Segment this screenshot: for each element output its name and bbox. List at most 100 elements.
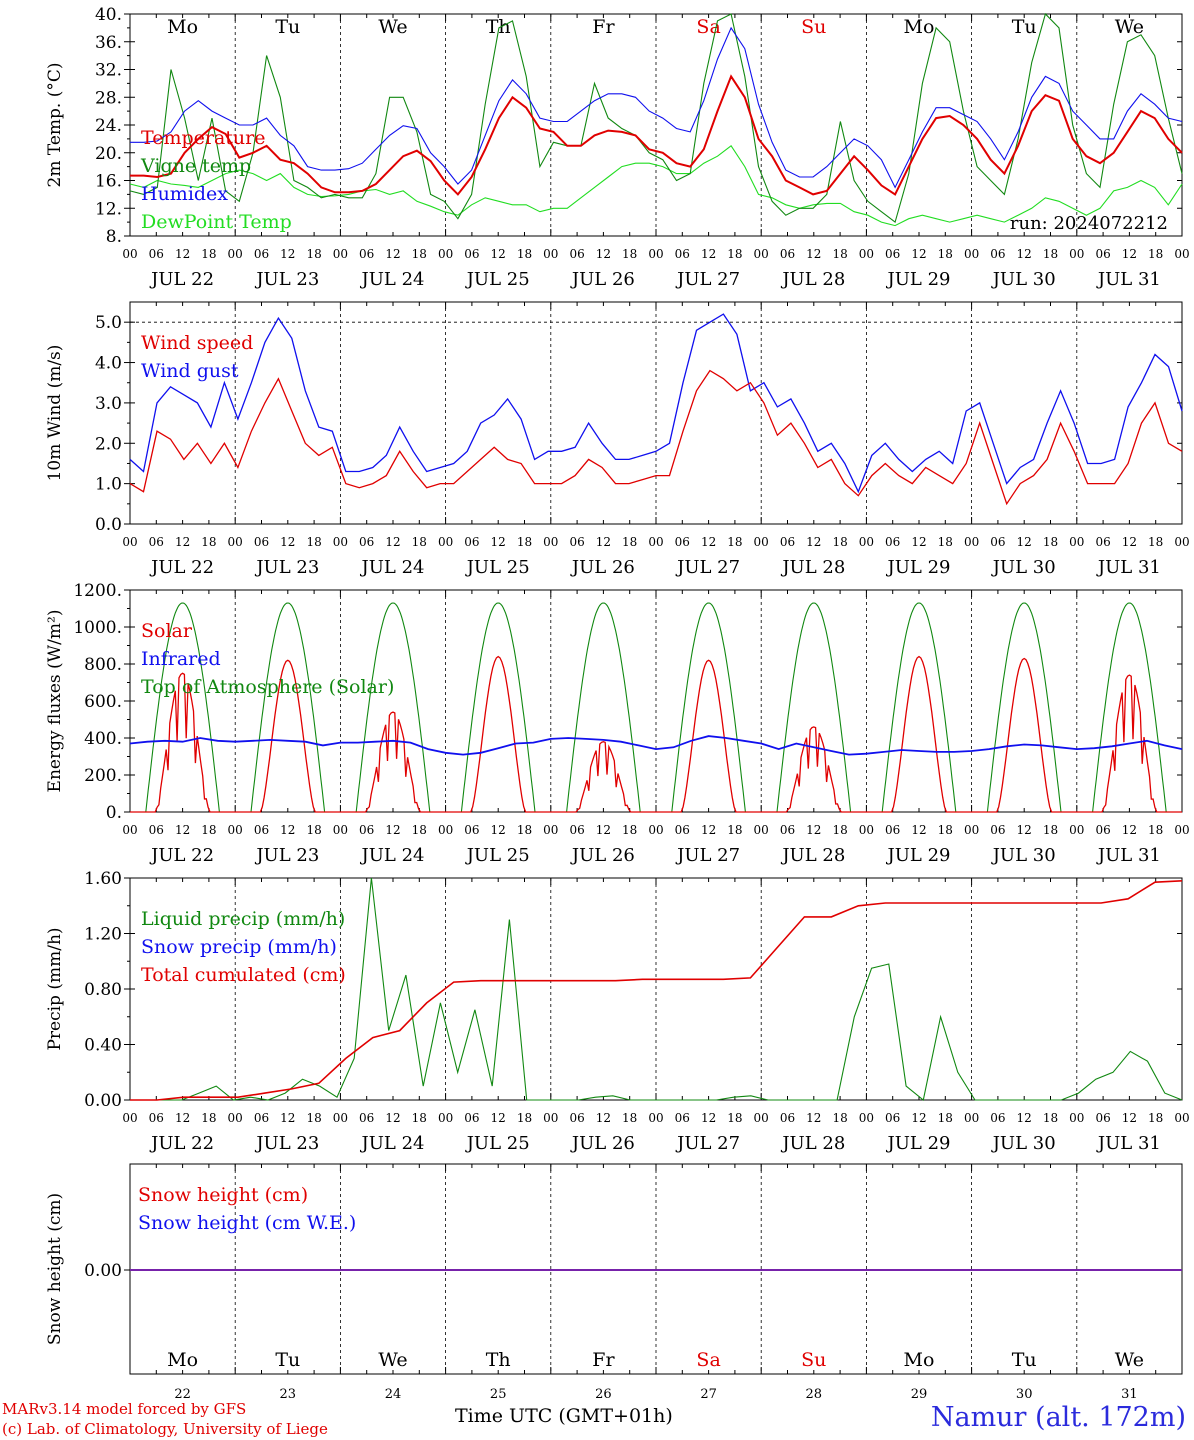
legend-entry: Wind speed <box>141 332 253 354</box>
x-tick-label: 00 <box>228 535 243 549</box>
x-tick-label: 00 <box>859 247 874 261</box>
y-tick-label: 1200. <box>73 581 122 601</box>
x-tick-label: 00 <box>333 247 348 261</box>
x-tick-label: 12 <box>911 823 926 837</box>
date-label: JUL 28 <box>780 845 845 866</box>
x-tick-label: 00 <box>1069 535 1084 549</box>
x-tick-label: 06 <box>1095 247 1110 261</box>
date-label: JUL 24 <box>360 269 425 290</box>
x-tick-label: 12 <box>280 535 295 549</box>
series-humidex <box>130 26 1183 189</box>
day-number-label: 22 <box>174 1387 191 1402</box>
y-tick-label: 8. <box>106 227 122 247</box>
weekday-label: Sa <box>696 1349 720 1371</box>
weekday-label: Su <box>801 1349 826 1371</box>
date-label: JUL 22 <box>149 845 214 866</box>
y-axis-title: Precip (mm/h) <box>45 927 65 1050</box>
x-tick-label: 18 <box>1148 823 1163 837</box>
x-tick-label: 06 <box>675 535 690 549</box>
x-tick-label: 06 <box>885 535 900 549</box>
date-label: JUL 26 <box>570 557 635 578</box>
date-label: JUL 24 <box>360 845 425 866</box>
date-label: JUL 25 <box>465 557 530 578</box>
x-tick-label: 06 <box>990 1111 1005 1125</box>
panel-2: 00 06 12 18 00 06 12 18 00 06 12 18 00 06 12 18 00 06 12 18… <box>45 301 1190 578</box>
x-tick-label: 06 <box>464 247 479 261</box>
x-tick-label: 18 <box>622 535 637 549</box>
x-tick-label: 06 <box>990 823 1005 837</box>
x-tick-label: 12 <box>806 1111 821 1125</box>
y-tick-label: 600. <box>84 692 122 712</box>
y-tick-label: 12. <box>95 199 122 219</box>
x-tick-label: 12 <box>1122 823 1137 837</box>
y-tick-label: 20. <box>95 144 122 164</box>
x-tick-label: 18 <box>201 1111 216 1125</box>
x-tick-label: 18 <box>412 535 427 549</box>
day-number-label: 30 <box>1016 1387 1033 1402</box>
x-tick-label: 00 <box>648 247 663 261</box>
x-tick-label: 06 <box>569 1111 584 1125</box>
date-label: JUL 25 <box>465 845 530 866</box>
date-label: JUL 31 <box>1096 557 1161 578</box>
legend-entry: DewPoint Temp <box>141 211 292 233</box>
x-tick-label: 18 <box>517 247 532 261</box>
date-label: JUL 22 <box>149 269 214 290</box>
x-axis-title: Time UTC (GMT+01h) <box>455 1405 673 1427</box>
weekday-label: Mo <box>904 16 935 38</box>
x-tick-label: 06 <box>1095 535 1110 549</box>
x-tick-label: 18 <box>622 1111 637 1125</box>
legend-entry: Humidex <box>141 183 228 205</box>
y-tick-label: 0. <box>106 803 122 823</box>
y-tick-label: 200. <box>84 766 122 786</box>
x-tick-label: 12 <box>491 535 506 549</box>
x-tick-label: 00 <box>964 535 979 549</box>
x-tick-label: 06 <box>569 535 584 549</box>
x-tick-label: 12 <box>596 247 611 261</box>
weekday-label: Th <box>486 1349 511 1371</box>
x-tick-label: 18 <box>832 823 847 837</box>
legend-entry: Solar <box>141 620 193 642</box>
x-tick-label: 12 <box>701 535 716 549</box>
x-tick-label: 06 <box>780 535 795 549</box>
x-tick-label: 06 <box>359 535 374 549</box>
legend-entry: Vigne temp <box>140 155 251 177</box>
weekday-label: Fr <box>592 16 615 38</box>
x-tick-label: 12 <box>385 1111 400 1125</box>
x-tick-label: 00 <box>228 823 243 837</box>
x-tick-label: 12 <box>1017 247 1032 261</box>
y-tick-label: 2.0 <box>95 434 122 454</box>
x-tick-label: 06 <box>254 1111 269 1125</box>
x-tick-label: 06 <box>254 535 269 549</box>
x-tick-label: 06 <box>149 1111 164 1125</box>
weekday-label: Tu <box>275 1349 300 1371</box>
y-axis-title: 2m Temp. (°C) <box>45 62 65 187</box>
x-tick-label: 00 <box>543 247 558 261</box>
x-tick-label: 00 <box>859 823 874 837</box>
y-tick-label: 5.0 <box>95 313 122 333</box>
x-tick-label: 06 <box>990 247 1005 261</box>
legend-entry: Liquid precip (mm/h) <box>141 908 345 930</box>
y-tick-label: 4.0 <box>95 354 122 374</box>
day-number-label: 27 <box>700 1387 717 1402</box>
y-tick-label: 1.0 <box>95 475 122 495</box>
x-tick-label: 00 <box>438 247 453 261</box>
x-tick-label: 06 <box>675 247 690 261</box>
x-tick-label: 00 <box>648 823 663 837</box>
day-number-label: 24 <box>385 1387 402 1402</box>
series-temperature <box>130 74 1183 196</box>
x-tick-label: 18 <box>306 535 321 549</box>
x-tick-label: 12 <box>596 1111 611 1125</box>
date-label: JUL 30 <box>991 845 1056 866</box>
x-tick-label: 18 <box>306 247 321 261</box>
legend-entry: Snow precip (mm/h) <box>141 936 337 958</box>
x-tick-label: 06 <box>569 247 584 261</box>
x-tick-label: 18 <box>938 535 953 549</box>
y-tick-label: 28. <box>95 88 122 108</box>
x-tick-label: 12 <box>1122 1111 1137 1125</box>
x-tick-label: 18 <box>412 247 427 261</box>
x-tick-label: 12 <box>280 247 295 261</box>
weekday-label: We <box>1115 1349 1144 1371</box>
x-tick-label: 06 <box>675 1111 690 1125</box>
x-tick-label: 12 <box>491 823 506 837</box>
x-tick-label: 12 <box>911 535 926 549</box>
